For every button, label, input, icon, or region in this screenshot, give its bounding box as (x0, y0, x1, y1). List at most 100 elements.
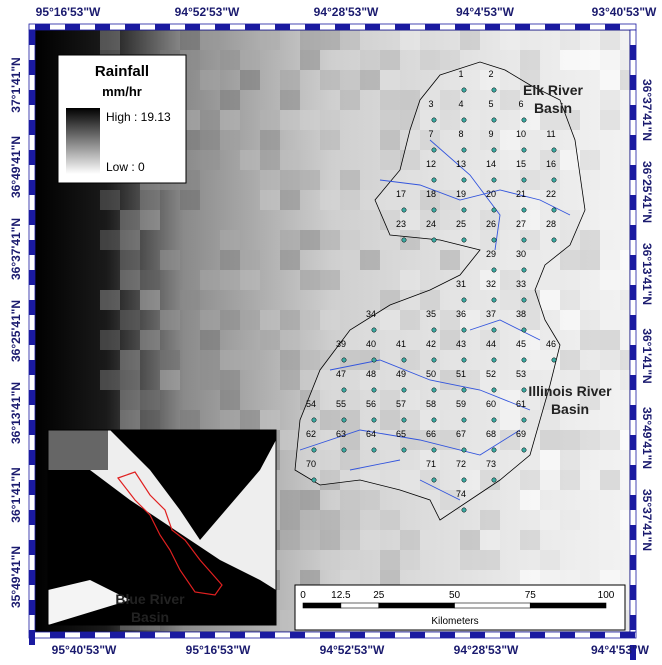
raster-cell (600, 470, 620, 490)
raster-cell (100, 290, 120, 310)
raster-cell (280, 510, 300, 530)
raster-cell (260, 310, 280, 330)
grid-cell-point (522, 358, 526, 362)
raster-cell (480, 530, 500, 550)
raster-cell (560, 290, 580, 310)
raster-cell (320, 510, 340, 530)
top-coord-label: 94°28'53"W (314, 5, 379, 19)
frame-seg (29, 30, 35, 45)
basin-label: Basin (551, 401, 589, 417)
raster-cell (220, 390, 240, 410)
grid-cell-label: 63 (336, 429, 346, 439)
raster-cell (300, 110, 320, 130)
frame-seg (425, 24, 440, 30)
grid-cell-label: 46 (546, 339, 556, 349)
bottom-coord-label: 94°4'53"W (591, 643, 650, 657)
raster-cell (400, 530, 420, 550)
raster-cell (600, 430, 620, 450)
frame-seg (440, 632, 455, 638)
scale-segment (455, 603, 531, 608)
frame-band (630, 30, 636, 632)
grid-cell-label: 57 (396, 399, 406, 409)
raster-cell (280, 170, 300, 190)
grid-cell-point (552, 178, 556, 182)
frame-seg (215, 24, 230, 30)
frame-seg (260, 632, 275, 638)
frame-seg (95, 24, 110, 30)
raster-cell (400, 270, 420, 290)
grid-cell-point (492, 118, 496, 122)
grid-cell-point (462, 388, 466, 392)
grid-cell-label: 30 (516, 249, 526, 259)
raster-cell (160, 250, 180, 270)
grid-cell-point (312, 448, 316, 452)
raster-cell (560, 470, 580, 490)
raster-cell (140, 410, 160, 430)
raster-cell (260, 30, 280, 50)
raster-cell (560, 270, 580, 290)
grid-cell-point (492, 418, 496, 422)
left-coord-label: 36°25'41"N (9, 300, 23, 362)
raster-cell (440, 50, 460, 70)
raster-cell (580, 330, 600, 350)
raster-cell (200, 30, 220, 50)
frame-seg (365, 24, 380, 30)
raster-cell (600, 210, 620, 230)
raster-cell (100, 370, 120, 390)
grid-cell-point (432, 358, 436, 362)
frame-seg (620, 632, 635, 638)
raster-cell (380, 550, 400, 570)
raster-cell (180, 190, 200, 210)
frame-seg (35, 24, 50, 30)
basin-label: Basin (131, 609, 169, 625)
grid-cell-label: 31 (456, 279, 466, 289)
raster-cell (520, 490, 540, 510)
grid-cell-label: 2 (488, 69, 493, 79)
raster-cell (240, 250, 260, 270)
raster-cell (260, 150, 280, 170)
grid-cell-point (432, 478, 436, 482)
raster-cell (540, 450, 560, 470)
left-coord-label: 37°1'41"N (9, 57, 23, 112)
frame-seg (29, 60, 35, 75)
grid-cell-point (402, 358, 406, 362)
basin-label: Blue River (115, 591, 185, 607)
grid-cell-point (462, 358, 466, 362)
grid-cell-point (492, 148, 496, 152)
frame-seg (29, 300, 35, 315)
raster-cell (560, 450, 580, 470)
raster-cell (140, 290, 160, 310)
raster-cell (120, 210, 140, 230)
scale-tick-label: 50 (449, 590, 461, 601)
frame-seg (29, 210, 35, 225)
raster-cell (100, 190, 120, 210)
grid-cell-point (492, 178, 496, 182)
raster-cell (580, 310, 600, 330)
raster-cell (340, 190, 360, 210)
raster-cell (340, 490, 360, 510)
raster-cell (120, 350, 140, 370)
raster-cell (200, 130, 220, 150)
raster-cell (300, 530, 320, 550)
legend-high: High : 19.13 (106, 110, 171, 124)
grid-cell-point (492, 358, 496, 362)
grid-cell-point (342, 358, 346, 362)
grid-cell-point (462, 88, 466, 92)
raster-cell (560, 430, 580, 450)
raster-cell (580, 170, 600, 190)
grid-cell-label: 43 (456, 339, 466, 349)
frame-seg (545, 24, 560, 30)
grid-cell-label: 20 (486, 189, 496, 199)
grid-cell-label: 62 (306, 429, 316, 439)
grid-cell-label: 66 (426, 429, 436, 439)
legend-low: Low : 0 (106, 160, 145, 174)
raster-cell (340, 170, 360, 190)
raster-cell (560, 510, 580, 530)
grid-cell-point (312, 418, 316, 422)
grid-cell-point (522, 238, 526, 242)
raster-cell (220, 50, 240, 70)
raster-cell (120, 270, 140, 290)
raster-cell (580, 350, 600, 370)
raster-cell (120, 310, 140, 330)
raster-cell (200, 330, 220, 350)
